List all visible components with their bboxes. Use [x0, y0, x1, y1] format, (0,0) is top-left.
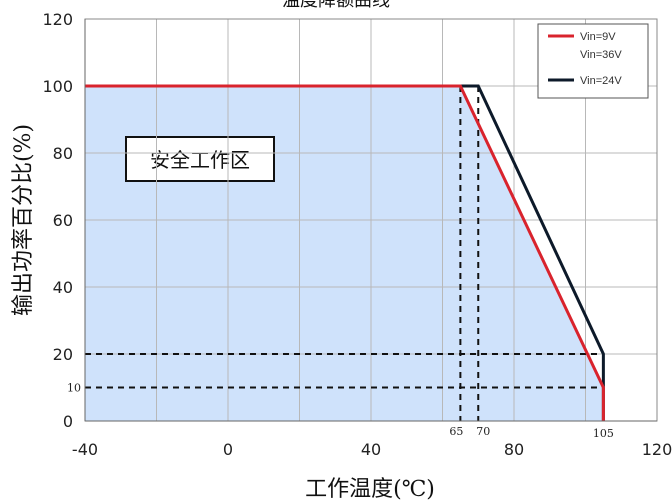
axes-layer [84, 19, 657, 422]
legend-label: Vin=36V [580, 49, 622, 61]
y-tick-label: 20 [53, 345, 73, 364]
x-tick-label: 120 [642, 440, 672, 459]
y-tick-label: 80 [53, 144, 73, 163]
y-tick-label: 100 [42, 77, 73, 96]
x-tick-label: 0 [223, 440, 233, 459]
chart-title: 温度降额曲线 [282, 0, 390, 11]
x-axis-title: 工作温度(℃) [305, 477, 435, 502]
series-line [85, 84, 605, 421]
y-axis-title: 输出功率百分比(%) [11, 124, 36, 316]
reference-label-x: 70 [476, 425, 490, 438]
labels-layer: 0 20 40 60 80 100 120 -40 0 40 80 120 [42, 10, 672, 459]
safe-zone-label-box [125, 136, 275, 182]
reference-label-y: 10 [67, 382, 81, 395]
legend-label: Vin=24V [580, 75, 622, 87]
reference-label-x: 65 [449, 425, 463, 438]
annotation-label: 105 [593, 427, 614, 440]
x-tick-label: -40 [72, 440, 98, 459]
y-tick-label: 0 [63, 412, 73, 431]
safe-zone-layer: 安全工作区 [85, 86, 604, 421]
x-tick-label: 40 [361, 440, 381, 459]
y-tick-label: 40 [53, 278, 73, 297]
safe-zone-label: 安全工作区 [150, 148, 250, 172]
legend-label: Vin=9V [580, 31, 616, 43]
y-tick-label: 120 [42, 10, 73, 29]
reference-lines-layer: 65 70 10 105 [67, 86, 614, 440]
x-tick-label: 80 [504, 440, 524, 459]
series-layer [85, 84, 605, 421]
legend: Vin=9V Vin=36V Vin=24V [537, 23, 649, 99]
y-tick-label: 60 [53, 211, 73, 230]
